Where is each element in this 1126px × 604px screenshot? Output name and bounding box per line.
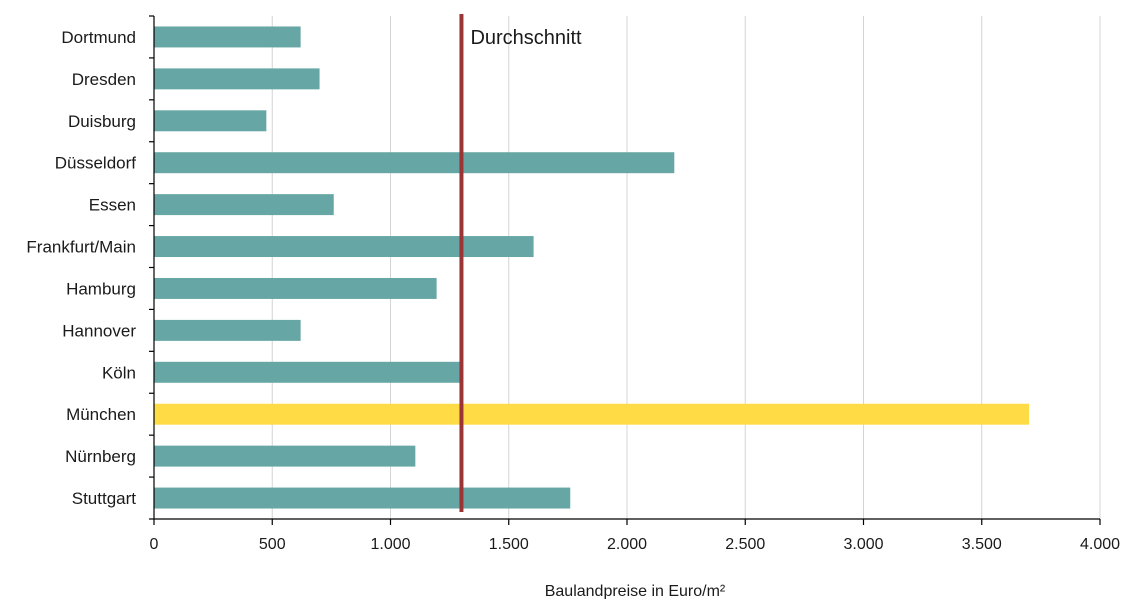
bar-essen	[154, 194, 334, 216]
category-label: Hamburg	[66, 279, 136, 298]
bar-stuttgart	[154, 487, 571, 509]
x-tick-label: 3.000	[843, 536, 883, 553]
bar-frankfurt-main	[154, 236, 534, 258]
bar-nurnberg	[154, 445, 416, 467]
x-tick-labels: 0 500 1.000 1.500 2.000 2.500 3.000 3.500 4.000	[150, 536, 1121, 553]
x-tick-label: 4.000	[1080, 536, 1120, 553]
x-tick-label: 1.000	[370, 536, 410, 553]
category-label: Düsseldorf	[55, 154, 137, 173]
bars	[154, 26, 1030, 509]
bar-hamburg	[154, 277, 437, 299]
category-label: Dortmund	[61, 28, 136, 47]
category-labels: Dortmund Dresden Duisburg Düsseldorf Essen Fr…	[26, 28, 136, 508]
category-label: Duisburg	[68, 112, 136, 131]
bar-munchen	[154, 403, 1030, 425]
bar-duisburg	[154, 110, 267, 132]
category-label: Stuttgart	[72, 489, 137, 508]
bar-hannover	[154, 319, 301, 341]
bar-dresden	[154, 68, 320, 90]
x-axis-title: Baulandpreise in Euro/m²	[545, 583, 726, 599]
category-label: Essen	[89, 196, 136, 215]
category-label: Nürnberg	[65, 447, 136, 466]
x-tick-label: 1.500	[489, 536, 529, 553]
x-tick-label: 3.500	[962, 536, 1002, 553]
grid-lines	[271, 16, 1101, 519]
bar-dusseldorf	[154, 152, 675, 174]
x-tick-label: 2.500	[725, 536, 765, 553]
x-tick-label: 500	[259, 536, 286, 553]
category-label: Hannover	[62, 321, 136, 340]
category-label: Dresden	[72, 70, 136, 89]
category-label: Frankfurt/Main	[26, 238, 136, 257]
axes	[149, 15, 1101, 525]
category-label: München	[66, 405, 136, 424]
reference-line-group: Durchschnitt	[459, 14, 582, 512]
average-reference-label: Durchschnitt	[470, 27, 582, 49]
x-tick-label: 0	[150, 536, 159, 553]
bar-koln	[154, 361, 462, 383]
category-label: Köln	[102, 363, 136, 382]
bar-dortmund	[154, 26, 301, 48]
x-tick-label: 2.000	[607, 536, 647, 553]
